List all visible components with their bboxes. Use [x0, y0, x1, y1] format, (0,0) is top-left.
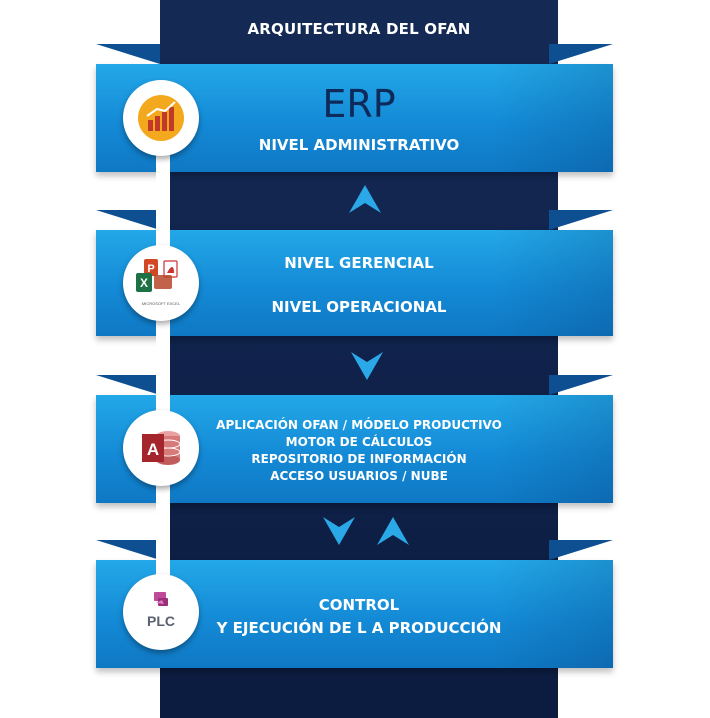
ribbon-fold: [549, 210, 613, 230]
ribbon-fold: [549, 44, 613, 64]
svg-text:P: P: [147, 263, 154, 275]
ribbon-fold: [549, 540, 613, 560]
level-label: NIVEL ADMINISTRATIVO: [258, 136, 460, 154]
icon-connector: [156, 478, 170, 592]
office-icon-circle: P X MICROSOFT EXCEL: [123, 245, 199, 321]
level-band-gerencial: [96, 230, 613, 336]
ribbon-fold: [96, 540, 160, 560]
level-label: APLICACIÓN OFAN / MÓDELO PRODUCTIVO: [216, 418, 502, 432]
ribbon-fold: [96, 375, 160, 395]
svg-text:X: X: [140, 276, 148, 290]
level-label: MOTOR DE CÁLCULOS: [285, 435, 433, 449]
level-label: CONTROL: [318, 596, 400, 614]
page-title: ARQUITECTURA DEL OFAN: [247, 20, 471, 38]
arrow-up-icon: [349, 185, 381, 213]
arrow-up-icon: [377, 517, 409, 545]
ribbon-fold: [549, 375, 613, 395]
arrow-down-icon: [351, 352, 383, 380]
level-label: Y EJECUCIÓN DE L A PRODUCCIÓN: [216, 619, 502, 637]
access-database-icon: A: [142, 431, 181, 465]
office-apps-icon: P X MICROSOFT EXCEL: [136, 259, 181, 306]
arrow-down-icon: [323, 517, 355, 545]
ribbon-fold: [96, 210, 160, 230]
level-label: ACCESO USUARIOS / NUBE: [270, 469, 448, 483]
level-label: NIVEL GERENCIAL: [284, 254, 434, 272]
icon-connector: [156, 150, 170, 262]
icon-caption: MICROSOFT EXCEL: [142, 301, 181, 306]
ribbon-fold: [96, 44, 160, 64]
erp-title: ERP: [322, 82, 396, 126]
level-label: NIVEL OPERACIONAL: [271, 298, 447, 316]
bar-chart-icon: [138, 95, 184, 141]
icon-connector: [156, 312, 170, 428]
icon-letter: A: [147, 440, 159, 459]
access-icon-circle: A: [123, 410, 199, 486]
plc-icon-circle: PLC: [123, 574, 199, 650]
plc-icon: PLC: [147, 592, 175, 629]
plc-label: PLC: [147, 613, 175, 629]
level-label: REPOSITORIO DE INFORMACIÓN: [251, 452, 467, 466]
erp-icon-circle: [123, 80, 199, 156]
